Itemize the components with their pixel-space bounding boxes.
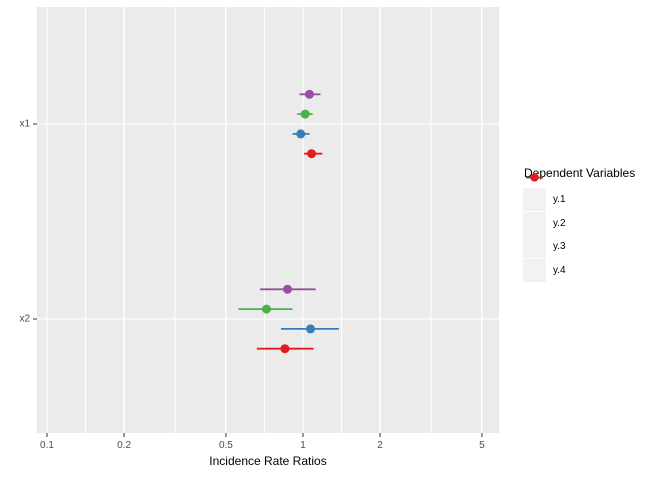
legend-key-icon: [523, 173, 546, 282]
legend-key-icon: [523, 173, 546, 259]
legend: Dependent Variables y.1 y.2 y.3 y.4: [523, 166, 635, 282]
x-tick-label: 2: [377, 440, 383, 451]
legend-item-y.3: y.3: [523, 173, 635, 259]
legend-label: y.3: [553, 241, 566, 253]
legend-item-y.2: y.2: [523, 173, 635, 236]
point-y.1-x2: [283, 284, 293, 294]
x-tick-label: 0.2: [117, 440, 132, 451]
legend-item-y.4: y.4: [523, 173, 635, 283]
legend-label: y.4: [553, 264, 566, 276]
point-y.2-x1: [300, 109, 310, 119]
plot-panel: [37, 7, 499, 433]
x-tick-label: 0.5: [218, 440, 233, 451]
x-tick-label: 0.1: [40, 440, 54, 451]
point-y.1-x1: [304, 89, 314, 99]
x-tick-label: 5: [479, 440, 485, 451]
x-axis-title: Incidence Rate Ratios: [209, 454, 327, 468]
y-axis-label-x2: x2: [19, 313, 30, 325]
legend-key-point: [530, 173, 539, 182]
point-y.3-x1: [296, 129, 306, 139]
x-tick-label: 1: [300, 440, 306, 451]
legend-key-icon: [523, 173, 546, 212]
point-y.3-x2: [306, 324, 316, 334]
legend-label: y.1: [553, 194, 566, 206]
legend-items: y.1 y.2 y.3 y.4: [523, 173, 635, 283]
legend-label: y.2: [553, 217, 566, 229]
point-range-icon: [526, 173, 543, 182]
point-y.4-x1: [307, 149, 317, 159]
legend-title: Dependent Variables: [524, 166, 636, 180]
legend-key-icon: [523, 173, 546, 235]
legend-item-y.1: y.1: [523, 173, 635, 212]
y-axis-label-x1: x1: [19, 118, 30, 130]
point-y.2-x2: [261, 304, 271, 314]
point-y.4-x2: [280, 344, 290, 354]
